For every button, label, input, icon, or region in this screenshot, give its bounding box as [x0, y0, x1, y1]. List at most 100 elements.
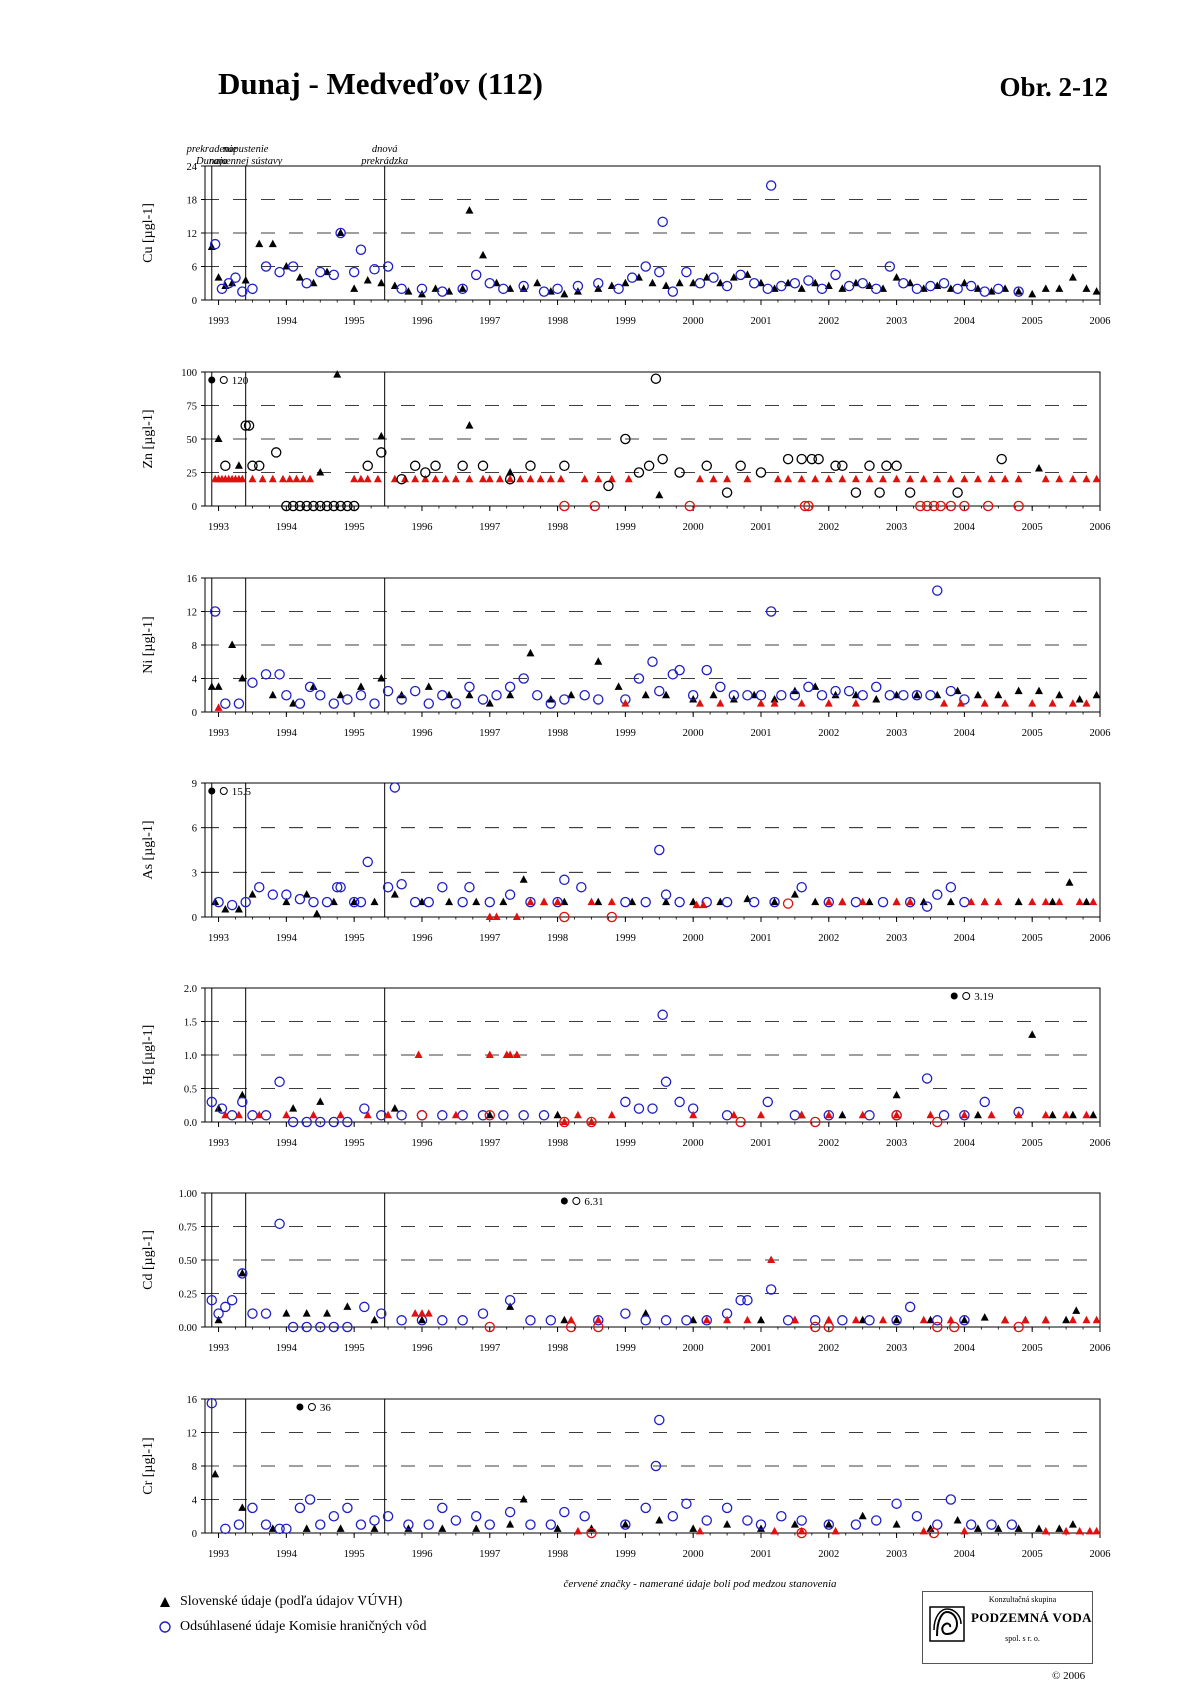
data-point-circle — [850, 896, 862, 908]
x-tick-label: 2000 — [683, 316, 704, 327]
data-point-circle — [243, 420, 255, 431]
data-point-triangle — [370, 897, 379, 906]
data-point-triangle — [831, 690, 840, 699]
data-point-triangle — [390, 890, 399, 898]
outlier-circle — [219, 376, 228, 384]
y-tick-label: 6 — [192, 263, 197, 274]
y-tick-label: 0 — [192, 1529, 197, 1540]
data-point-circle — [342, 1116, 353, 1128]
data-point-circle — [921, 901, 933, 912]
x-tick-label: 2000 — [683, 522, 704, 533]
data-point-circle — [382, 1511, 394, 1522]
x-tick-label: 2004 — [954, 1138, 976, 1149]
data-point-triangle — [662, 281, 671, 290]
data-point-circle — [477, 694, 489, 705]
data-point-triangle — [414, 1050, 423, 1058]
data-point-triangle — [655, 1515, 664, 1524]
data-point-triangle — [207, 682, 216, 690]
x-tick-label: 1999 — [615, 1138, 636, 1149]
data-point-triangle — [858, 1511, 867, 1520]
data-point-triangle — [824, 1520, 833, 1528]
event-label: napustenie — [223, 144, 269, 155]
data-point-circle — [620, 1519, 631, 1530]
data-point-circle — [681, 266, 692, 278]
data-point-triangle — [533, 278, 542, 287]
data-point-triangle — [485, 474, 494, 483]
x-tick-label: 1995 — [344, 522, 365, 533]
data-point-triangle — [1068, 1315, 1077, 1324]
data-point-triangle — [716, 699, 725, 707]
data-point-circle — [294, 500, 306, 512]
data-point-circle — [799, 500, 811, 512]
data-point-triangle — [1055, 284, 1064, 292]
data-point-triangle — [553, 897, 562, 906]
data-point-triangle — [621, 699, 630, 707]
data-point-circle — [728, 690, 740, 701]
data-point-circle — [396, 1315, 407, 1326]
data-point-triangle — [546, 474, 555, 483]
data-point-circle — [437, 286, 448, 297]
y-tick-label: 16 — [187, 1395, 198, 1406]
y-tick-label: 12 — [187, 229, 198, 240]
data-point-triangle — [892, 1315, 901, 1324]
data-point-circle — [884, 690, 896, 701]
data-point-triangle — [587, 897, 596, 906]
outlier-label: 36 — [320, 1402, 332, 1414]
data-point-triangle — [973, 1110, 982, 1119]
data-point-triangle — [689, 1524, 698, 1532]
data-point-circle — [803, 500, 814, 512]
data-point-circle — [701, 1515, 712, 1526]
data-point-triangle — [336, 228, 345, 236]
data-point-circle — [315, 266, 326, 278]
data-point-triangle — [1055, 474, 1064, 483]
data-point-circle — [396, 878, 407, 890]
data-point-triangle — [994, 690, 1003, 699]
data-point-triangle — [892, 273, 901, 281]
x-tick-label: 2001 — [750, 522, 771, 533]
data-point-circle — [525, 460, 536, 472]
data-point-circle — [721, 1502, 733, 1514]
data-point-triangle — [607, 1110, 616, 1119]
data-point-triangle — [292, 474, 301, 483]
x-tick-label: 1999 — [615, 316, 636, 327]
x-tick-label: 1998 — [547, 728, 568, 739]
data-point-triangle — [485, 912, 494, 920]
copyright: © 2006 — [1052, 1670, 1086, 1682]
data-point-circle — [959, 896, 970, 908]
data-point-circle — [735, 269, 746, 281]
data-point-circle — [559, 911, 570, 923]
data-point-triangle — [255, 1110, 264, 1119]
data-point-circle — [457, 283, 468, 295]
data-point-triangle — [662, 690, 671, 699]
x-tick-label: 1998 — [547, 1138, 568, 1149]
data-point-circle — [362, 856, 373, 868]
data-point-triangle — [912, 690, 921, 699]
data-point-circle — [640, 1315, 651, 1326]
data-point-circle — [477, 1308, 489, 1319]
data-point-triangle — [892, 474, 901, 483]
data-point-triangle — [258, 474, 267, 483]
data-point-triangle — [980, 1313, 989, 1321]
data-point-circle — [904, 487, 916, 498]
data-point-circle — [491, 690, 502, 701]
data-point-triangle — [1062, 1110, 1071, 1119]
data-point-triangle — [770, 897, 779, 906]
data-point-circle — [328, 1511, 340, 1522]
data-point-circle — [470, 1511, 482, 1522]
data-point-circle — [904, 896, 916, 908]
data-point-triangle — [723, 1520, 732, 1528]
y-tick-label: 0.5 — [184, 1085, 197, 1096]
data-point-triangle — [919, 474, 928, 483]
x-tick-label: 1995 — [344, 933, 365, 944]
y-axis-label: As [µgl-1] — [141, 820, 156, 879]
data-point-triangle — [811, 474, 820, 483]
data-point-triangle — [1014, 897, 1023, 906]
data-point-triangle — [879, 474, 888, 483]
data-point-circle — [484, 896, 496, 908]
data-point-circle — [209, 238, 221, 250]
data-point-circle — [830, 685, 841, 697]
y-tick-label: 8 — [192, 1462, 197, 1473]
data-point-circle — [735, 1116, 746, 1128]
data-point-triangle — [560, 1315, 569, 1324]
x-tick-label: 1997 — [479, 522, 500, 533]
